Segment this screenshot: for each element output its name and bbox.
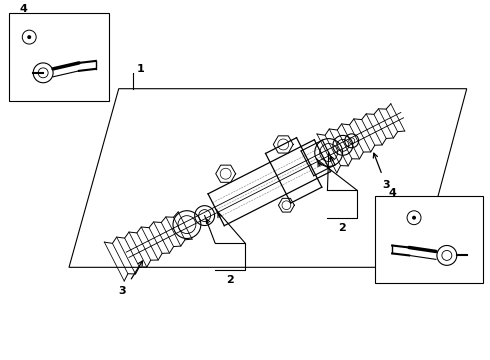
Text: 2: 2 — [339, 223, 346, 233]
Text: 2: 2 — [226, 275, 234, 285]
Text: 1: 1 — [137, 64, 145, 74]
Text: 3: 3 — [118, 286, 125, 296]
Text: 4: 4 — [388, 188, 396, 198]
Circle shape — [412, 216, 416, 220]
Circle shape — [27, 35, 31, 39]
Bar — [9, 13, 109, 100]
Text: 3: 3 — [382, 180, 390, 190]
Bar — [375, 196, 483, 283]
Text: 4: 4 — [19, 4, 27, 14]
